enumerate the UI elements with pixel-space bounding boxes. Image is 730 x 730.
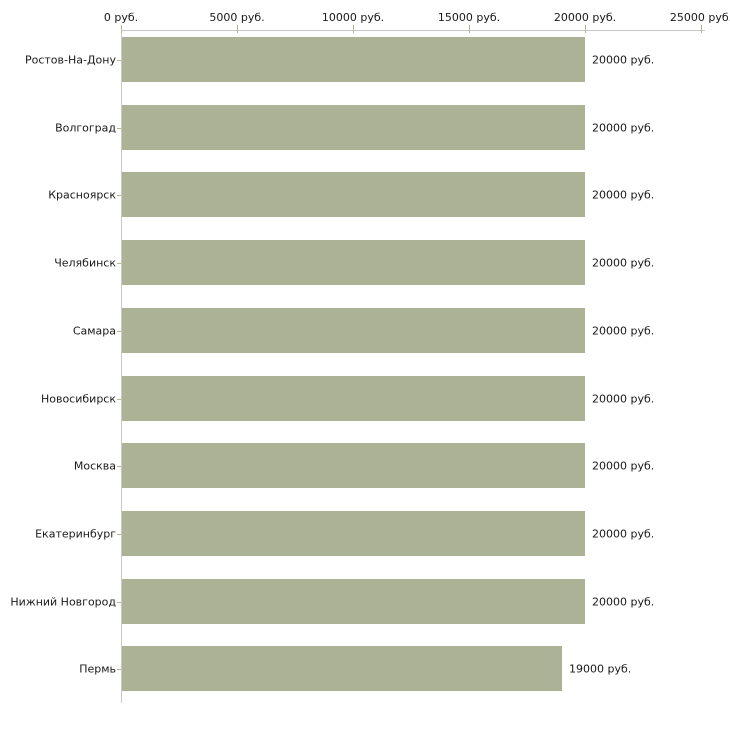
y-axis-tick-mark bbox=[117, 60, 121, 61]
bar bbox=[122, 37, 585, 82]
bar bbox=[122, 376, 585, 421]
value-label: 20000 руб. bbox=[592, 53, 655, 66]
x-axis-tick-label: 10000 руб. bbox=[321, 11, 385, 24]
y-axis-tick-mark bbox=[117, 602, 121, 603]
x-axis-tick-mark bbox=[121, 25, 122, 33]
value-label: 20000 руб. bbox=[592, 595, 655, 608]
category-label: Волгоград bbox=[55, 121, 116, 134]
category-label: Ростов-На-Дону bbox=[24, 53, 116, 66]
x-axis-tick-mark bbox=[237, 25, 238, 33]
category-label: Новосибирск bbox=[40, 392, 116, 405]
bar bbox=[122, 172, 585, 217]
y-axis-tick-mark bbox=[117, 466, 121, 467]
x-axis-tick-label: 25000 руб. bbox=[669, 11, 730, 24]
y-axis-tick-mark bbox=[117, 534, 121, 535]
y-axis-tick-mark bbox=[117, 195, 121, 196]
category-label: Екатеринбург bbox=[35, 527, 116, 540]
x-axis-tick-mark bbox=[353, 25, 354, 33]
y-axis-tick-mark bbox=[117, 399, 121, 400]
y-axis-line bbox=[121, 30, 122, 703]
y-axis-tick-mark bbox=[117, 669, 121, 670]
x-axis-tick-label: 20000 руб. bbox=[553, 11, 617, 24]
category-label: Пермь bbox=[79, 662, 116, 675]
bar bbox=[122, 646, 562, 691]
bar bbox=[122, 240, 585, 285]
y-axis-tick-mark bbox=[117, 331, 121, 332]
value-label: 20000 руб. bbox=[592, 188, 655, 201]
value-label: 20000 руб. bbox=[592, 121, 655, 134]
x-axis-tick-label: 5000 руб. bbox=[209, 11, 265, 24]
category-label: Красноярск bbox=[48, 188, 116, 201]
bar bbox=[122, 443, 585, 488]
bar bbox=[122, 579, 585, 624]
x-axis-tick-mark bbox=[469, 25, 470, 33]
value-label: 20000 руб. bbox=[592, 527, 655, 540]
value-label: 20000 руб. bbox=[592, 324, 655, 337]
value-label: 20000 руб. bbox=[592, 392, 655, 405]
bar bbox=[122, 105, 585, 150]
category-label: Нижний Новгород bbox=[10, 595, 116, 608]
value-label: 19000 руб. bbox=[569, 662, 632, 675]
value-label: 20000 руб. bbox=[592, 459, 655, 472]
category-label: Москва bbox=[73, 459, 116, 472]
bar bbox=[122, 308, 585, 353]
y-axis-tick-mark bbox=[117, 128, 121, 129]
x-axis-tick-mark bbox=[585, 25, 586, 33]
x-axis-line bbox=[121, 30, 705, 31]
category-label: Самара bbox=[72, 324, 116, 337]
x-axis-tick-label: 15000 руб. bbox=[437, 11, 501, 24]
category-label: Челябинск bbox=[54, 256, 116, 269]
value-label: 20000 руб. bbox=[592, 256, 655, 269]
x-axis-tick-label: 0 руб. bbox=[103, 11, 139, 24]
y-axis-tick-mark bbox=[117, 263, 121, 264]
x-axis-tick-mark bbox=[701, 25, 702, 33]
bar bbox=[122, 511, 585, 556]
